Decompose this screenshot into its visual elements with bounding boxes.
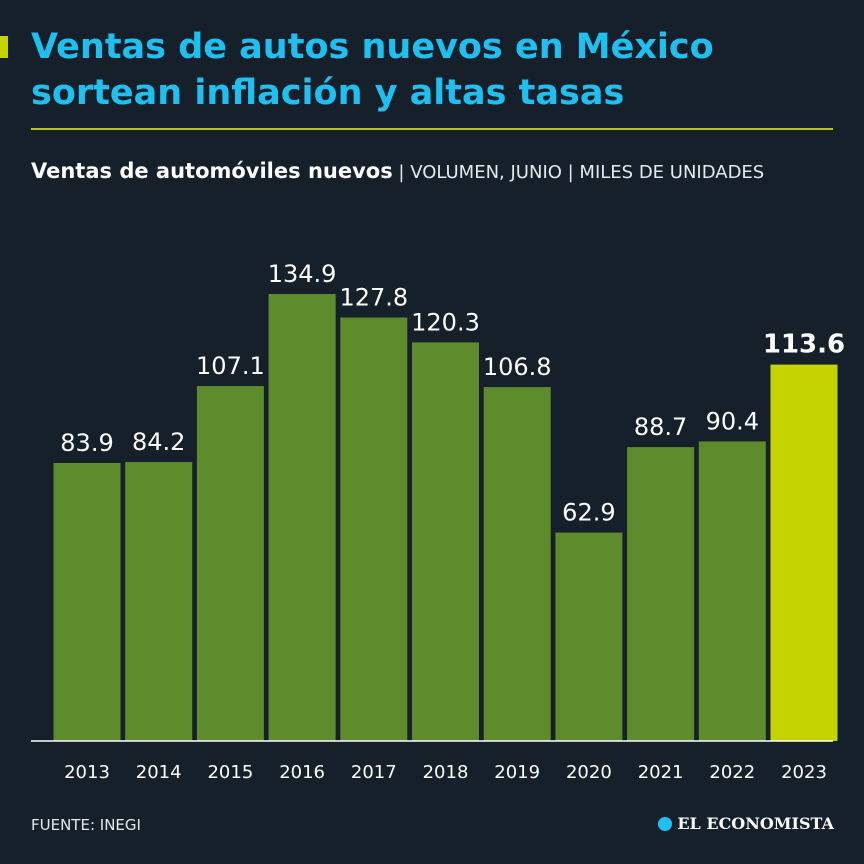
headline-accent-bar	[0, 36, 8, 58]
data-label-2018: 120.3	[411, 308, 480, 336]
bar-2022	[698, 441, 766, 741]
headline-rule	[31, 128, 833, 130]
x-tick-label-2015: 2015	[207, 762, 253, 783]
data-label-2023: 113.6	[763, 330, 845, 360]
source-note: FUENTE: INEGI	[31, 816, 141, 834]
bar-2018	[412, 342, 479, 741]
bar-2020	[555, 532, 623, 741]
data-label-2016: 134.9	[268, 260, 337, 288]
x-tick-label-2021: 2021	[638, 762, 684, 783]
logo: EL ECONOMISTA	[658, 814, 834, 833]
x-tick-label-2018: 2018	[423, 762, 469, 783]
x-tick-label-2020: 2020	[566, 762, 612, 783]
bar-2017	[340, 317, 408, 741]
bar-2023	[770, 364, 838, 741]
data-label-2015: 107.1	[196, 352, 265, 380]
logo-icon	[658, 816, 673, 831]
data-label-2021: 88.7	[634, 413, 687, 441]
logo-text: EL ECONOMISTA	[677, 814, 834, 833]
data-label-2017: 127.8	[339, 284, 408, 312]
bar-2021	[627, 447, 695, 741]
data-label-2022: 90.4	[706, 408, 759, 436]
bar-2015	[196, 386, 264, 741]
x-tick-label-2023: 2023	[781, 762, 827, 783]
chart-subtitle: Ventas de automóviles nuevos | VOLUMEN, …	[31, 154, 831, 190]
x-tick-label-2016: 2016	[279, 762, 325, 783]
data-label-2020: 62.9	[562, 499, 615, 527]
data-label-2014: 84.2	[132, 428, 185, 456]
bar-2016	[268, 294, 336, 741]
subtitle-lead: Ventas de automóviles nuevos	[31, 159, 393, 183]
x-tick-label-2014: 2014	[136, 762, 182, 783]
bar-2014	[125, 462, 193, 741]
x-tick-label-2017: 2017	[351, 762, 397, 783]
subtitle-qualifier: | VOLUMEN, JUNIO | MILES DE UNIDADES	[392, 162, 765, 183]
data-label-2013: 83.9	[60, 429, 113, 457]
bar-2013	[53, 463, 121, 741]
x-tick-label-2013: 2013	[64, 762, 110, 783]
bar-2019	[483, 387, 551, 741]
headline: Ventas de autos nuevos en México sortean…	[31, 27, 714, 113]
x-tick-label-2019: 2019	[494, 762, 540, 783]
x-tick-label-2022: 2022	[709, 762, 755, 783]
data-label-2019: 106.8	[483, 353, 552, 381]
